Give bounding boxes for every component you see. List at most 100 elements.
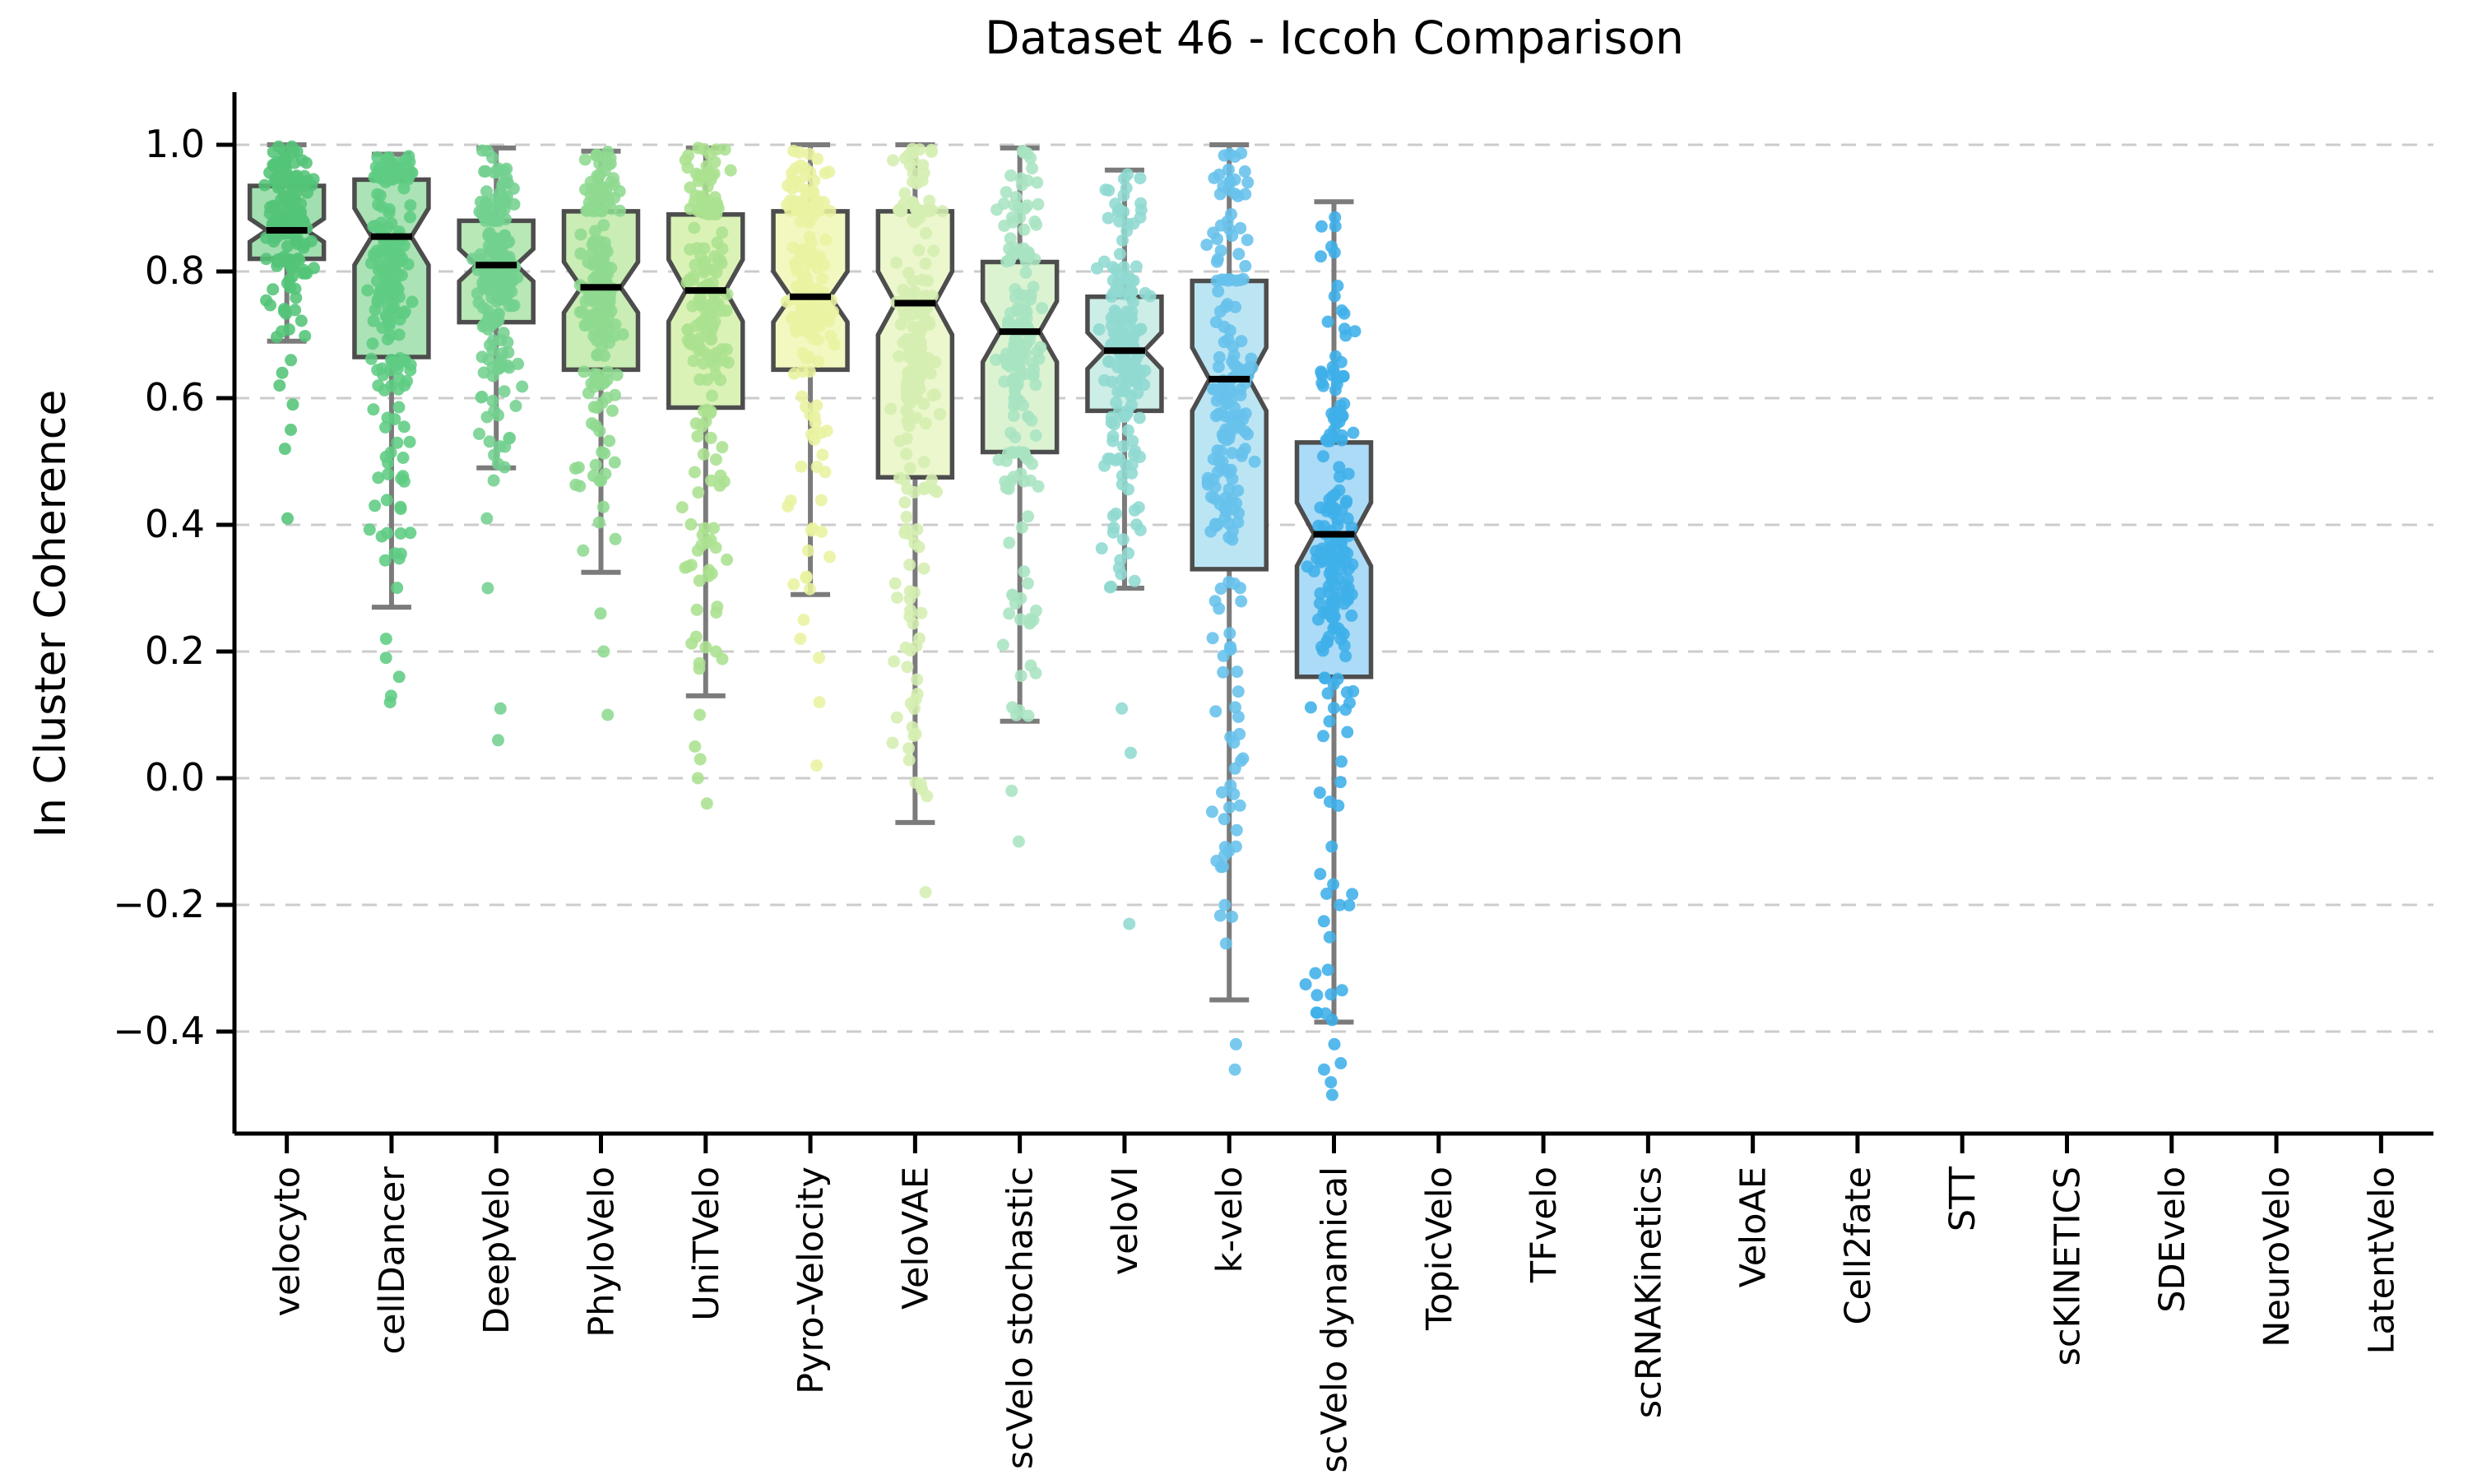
jitter-point — [681, 334, 694, 347]
jitter-point — [1000, 186, 1013, 199]
jitter-point — [1334, 776, 1347, 789]
jitter-point — [385, 217, 398, 230]
jitter-point — [383, 319, 396, 332]
jitter-point — [795, 460, 808, 473]
jitter-point — [285, 254, 298, 267]
jitter-point — [1343, 697, 1356, 710]
jitter-point — [796, 390, 809, 403]
jitter-point — [916, 174, 929, 188]
jitter-point — [1321, 315, 1334, 328]
x-tick-label: velocyto — [267, 1166, 308, 1316]
jitter-point — [372, 471, 385, 485]
jitter-point — [910, 411, 923, 424]
jitter-point — [1099, 183, 1112, 197]
jitter-point — [716, 652, 729, 665]
jitter-point — [481, 145, 494, 157]
jitter-point — [397, 470, 410, 483]
jitter-point — [1218, 849, 1232, 862]
jitter-point — [1106, 429, 1120, 443]
jitter-point — [1307, 565, 1320, 577]
jitter-point — [1321, 687, 1334, 700]
jitter-point — [1015, 521, 1028, 534]
jitter-point — [908, 537, 921, 550]
jitter-point — [1217, 665, 1230, 679]
outlier-point — [1005, 784, 1018, 797]
jitter-point — [1211, 233, 1223, 245]
jitter-point — [1329, 211, 1342, 224]
jitter-point — [1333, 461, 1346, 474]
jitter-point — [912, 243, 926, 257]
strip-points-scVelo stochastic — [990, 144, 1048, 848]
jitter-point — [1234, 221, 1247, 234]
jitter-point — [890, 711, 903, 724]
jitter-point — [305, 234, 318, 248]
outlier-point — [797, 614, 810, 626]
jitter-point — [1007, 410, 1020, 422]
jitter-point — [1241, 234, 1254, 247]
jitter-point — [391, 436, 404, 449]
outlier-point — [601, 708, 615, 721]
jitter-point — [1209, 316, 1222, 329]
jitter-point — [499, 213, 512, 225]
jitter-point — [675, 501, 689, 514]
jitter-point — [695, 420, 708, 433]
jitter-point — [508, 197, 521, 211]
jitter-point — [1018, 146, 1031, 160]
strip-points-cellDancer — [361, 150, 419, 709]
jitter-point — [589, 458, 602, 471]
jitter-point — [593, 424, 606, 438]
jitter-point — [1031, 345, 1044, 359]
jitter-point — [916, 351, 929, 364]
jitter-point — [1218, 336, 1231, 349]
x-tick-label: UniTVelo — [686, 1166, 727, 1321]
jitter-point — [900, 510, 913, 523]
jitter-point — [684, 517, 698, 531]
jitter-point — [299, 156, 313, 169]
y-tick-label: 1.0 — [145, 122, 205, 166]
jitter-point — [1022, 410, 1034, 423]
jitter-point — [268, 200, 281, 213]
outlier-point — [281, 512, 294, 525]
jitter-point — [1299, 978, 1312, 991]
jitter-point — [1310, 1006, 1323, 1019]
jitter-point — [499, 229, 512, 242]
jitter-point — [1317, 730, 1329, 743]
jitter-point — [1232, 248, 1246, 261]
jitter-point — [1105, 319, 1118, 332]
jitter-point — [689, 630, 703, 643]
jitter-point — [1105, 337, 1118, 350]
jitter-point — [710, 606, 723, 619]
jitter-point — [1139, 286, 1152, 299]
jitter-point — [600, 331, 613, 344]
jitter-point — [381, 526, 394, 540]
jitter-point — [707, 522, 720, 535]
jitter-point — [1329, 537, 1342, 550]
jitter-point — [1235, 595, 1248, 608]
jitter-point — [484, 338, 496, 351]
jitter-point — [1338, 322, 1351, 336]
jitter-point — [1332, 622, 1345, 635]
jitter-point — [599, 272, 612, 285]
jitter-point — [1325, 573, 1338, 586]
jitter-point — [794, 215, 807, 228]
jitter-point — [1117, 189, 1130, 202]
outlier-point — [694, 708, 707, 721]
jitter-point — [1026, 457, 1039, 471]
jitter-point — [493, 357, 506, 370]
jitter-point — [1214, 219, 1227, 232]
jitter-point — [697, 448, 710, 461]
jitter-point — [1224, 779, 1237, 792]
jitter-point — [1319, 672, 1332, 685]
jitter-point — [708, 155, 721, 169]
jitter-point — [394, 527, 407, 540]
jitter-point — [701, 180, 714, 193]
jitter-point — [887, 154, 899, 167]
x-tick-label: STT — [1942, 1166, 1983, 1231]
jitter-point — [286, 188, 299, 201]
jitter-point — [907, 702, 921, 715]
jitter-point — [405, 166, 418, 179]
jitter-point — [926, 473, 939, 486]
jitter-point — [1222, 466, 1236, 480]
outlier-point — [1123, 917, 1136, 930]
jitter-point — [706, 389, 718, 402]
